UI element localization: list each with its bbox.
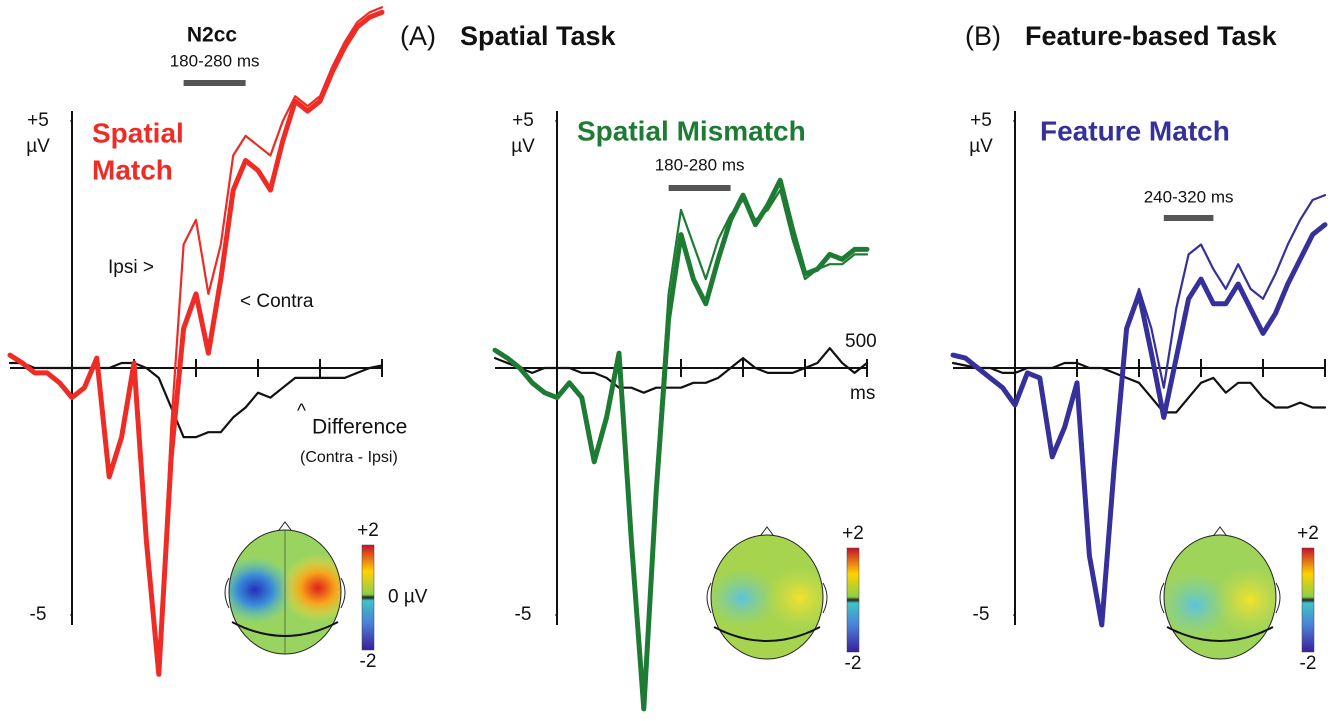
series-line	[950, 222, 1328, 628]
y-tick-label: +5	[512, 110, 534, 131]
panel-label: (A)	[400, 21, 436, 51]
time-window	[1163, 215, 1214, 221]
y-unit: µV	[969, 136, 993, 157]
colorbar-label: +2	[1297, 523, 1319, 544]
time-window	[668, 185, 731, 191]
annotation: (Contra - Ipsi)	[300, 449, 398, 466]
colorbar-label: -2	[1300, 653, 1317, 674]
chart-title: Feature Match	[1040, 115, 1230, 146]
topo-map	[1159, 526, 1281, 660]
y-tick-label: -5	[515, 604, 532, 625]
colorbar-label: +2	[357, 520, 379, 541]
annotation: Ipsi >	[108, 257, 154, 278]
topo-map	[706, 526, 828, 660]
panel-label: (B)	[965, 21, 1001, 51]
series-line	[951, 361, 1327, 414]
y-tick-label: -5	[30, 604, 47, 625]
series-line	[951, 194, 1327, 626]
window-label: 180-280 ms	[170, 51, 260, 70]
chart-title: Match	[92, 154, 173, 185]
annotation-arrow: ^	[297, 401, 306, 422]
y-unit: µV	[26, 136, 50, 157]
window-label: 180-280 ms	[655, 155, 745, 174]
colorbar	[846, 547, 860, 653]
y-unit: µV	[511, 136, 535, 157]
colorbar-label: +2	[842, 523, 864, 544]
panel-title: Feature-based Task	[1025, 21, 1278, 51]
series-line	[492, 177, 870, 712]
window-label: 240-320 ms	[1144, 187, 1234, 206]
colorbar-label: -2	[360, 651, 377, 672]
panel-title: Spatial Task	[460, 21, 617, 51]
colorbar	[1301, 547, 1315, 653]
colorbar-label: -2	[845, 653, 862, 674]
topo-map	[224, 521, 346, 655]
y-tick-label: +5	[27, 110, 49, 131]
annotation: < Contra	[240, 291, 314, 312]
colorbar	[361, 544, 375, 651]
y-tick-label: -5	[973, 604, 990, 625]
x-end-label: 500	[845, 331, 877, 352]
colorbar-label: 0 µV	[388, 587, 428, 608]
chart-title: Spatial Mismatch	[577, 115, 806, 146]
series-line	[8, 361, 384, 439]
y-tick-label: +5	[970, 110, 992, 131]
time-window	[183, 80, 246, 86]
x-unit: ms	[850, 383, 875, 404]
annotation: Difference	[312, 416, 407, 439]
series-line	[493, 347, 869, 394]
component-label: N2cc	[187, 24, 238, 47]
chart-title: Spatial	[92, 117, 184, 148]
series-line	[7, 9, 385, 677]
